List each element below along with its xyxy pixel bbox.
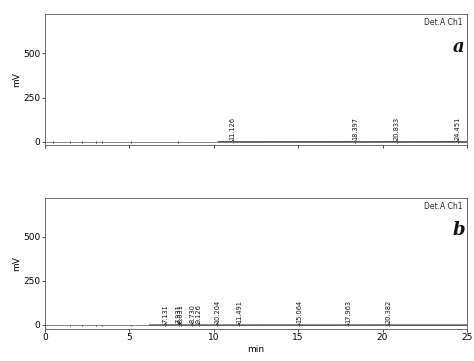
X-axis label: min: min — [247, 345, 264, 354]
Text: Det.A Ch1: Det.A Ch1 — [424, 18, 463, 27]
Text: 9.126: 9.126 — [196, 304, 202, 323]
Text: 20.833: 20.833 — [393, 117, 400, 140]
Text: Det.A Ch1: Det.A Ch1 — [424, 201, 463, 210]
Text: 11.126: 11.126 — [230, 117, 236, 140]
Y-axis label: mV: mV — [12, 73, 21, 87]
Text: 11.491: 11.491 — [236, 300, 242, 323]
Text: 15.064: 15.064 — [296, 300, 302, 323]
Text: 8.730: 8.730 — [189, 304, 195, 323]
Text: a: a — [453, 38, 465, 56]
Text: 7.131: 7.131 — [163, 304, 168, 323]
Text: 8.031: 8.031 — [178, 304, 183, 323]
Y-axis label: mV: mV — [12, 256, 21, 270]
Text: 17.963: 17.963 — [345, 300, 351, 323]
Text: 24.451: 24.451 — [455, 117, 461, 140]
Text: b: b — [452, 221, 465, 239]
Text: 10.204: 10.204 — [214, 299, 220, 323]
Text: 20.382: 20.382 — [386, 300, 392, 323]
Text: 7.931: 7.931 — [176, 304, 182, 323]
Text: 18.397: 18.397 — [353, 117, 358, 140]
